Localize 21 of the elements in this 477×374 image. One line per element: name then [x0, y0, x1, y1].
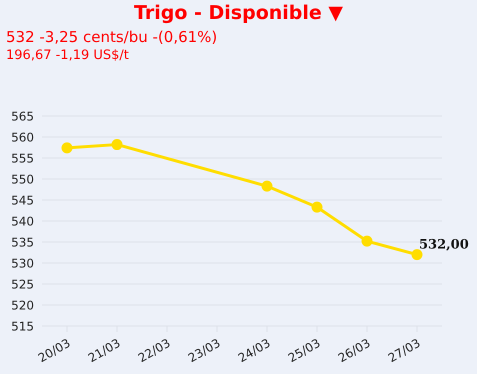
y-tick-label: 530: [11, 256, 34, 270]
point: [262, 180, 272, 192]
point: [362, 236, 372, 247]
point: [412, 249, 422, 260]
chart-subtitle: 532 -3,25 cents/bu -(0,61%): [6, 28, 218, 48]
y-tick-label: 535: [11, 235, 34, 250]
chart-title: Trigo - Disponible ▼: [132, 2, 344, 26]
y-tick-label: 565: [11, 109, 34, 124]
point: [62, 142, 72, 154]
y-tick-label: 555: [11, 151, 34, 166]
point: [312, 202, 322, 213]
y-tick-label: 545: [11, 193, 34, 208]
data-label: 532,00: [419, 238, 469, 253]
y-tick-label: 520: [11, 298, 34, 312]
point: [112, 139, 122, 150]
text: 196,67 -1,19 US$/t: [6, 48, 130, 65]
y-tick-label: 540: [11, 214, 34, 228]
y-tick-label: 550: [11, 172, 34, 186]
y-tick-label: 560: [11, 130, 34, 144]
y-tick-label: 525: [11, 277, 34, 292]
y-tick-label: 515: [11, 319, 34, 334]
